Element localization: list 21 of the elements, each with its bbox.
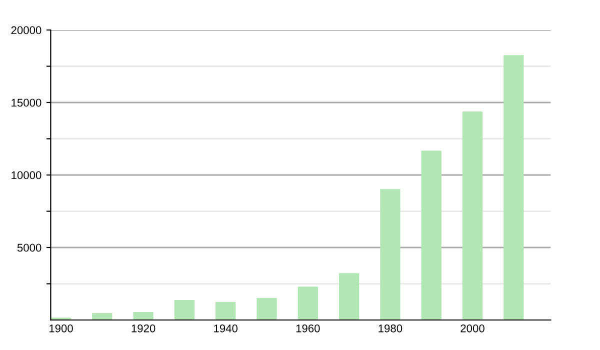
bar bbox=[338, 273, 360, 320]
x-tick-label: 2000 bbox=[460, 324, 484, 332]
bar bbox=[421, 150, 442, 320]
bar bbox=[92, 313, 112, 320]
bar bbox=[380, 189, 400, 320]
bar bbox=[216, 302, 236, 320]
bar bbox=[174, 300, 195, 320]
bar bbox=[298, 286, 318, 320]
bar bbox=[256, 298, 277, 320]
bar bbox=[504, 55, 524, 320]
y-tick-label: 5000 bbox=[17, 244, 42, 252]
x-tick-label: 1960 bbox=[296, 324, 320, 332]
x-tick-label: 1940 bbox=[214, 324, 238, 332]
y-tick-label: 10000 bbox=[12, 171, 42, 180]
y-tick-label: 20000 bbox=[11, 26, 42, 34]
bar bbox=[133, 312, 154, 320]
bar bbox=[462, 111, 483, 320]
x-tick-label: 1920 bbox=[132, 324, 156, 332]
y-tick-label: 15000 bbox=[12, 98, 42, 107]
x-tick-label: 1980 bbox=[378, 324, 402, 332]
x-tick-label: 1900 bbox=[49, 324, 73, 332]
